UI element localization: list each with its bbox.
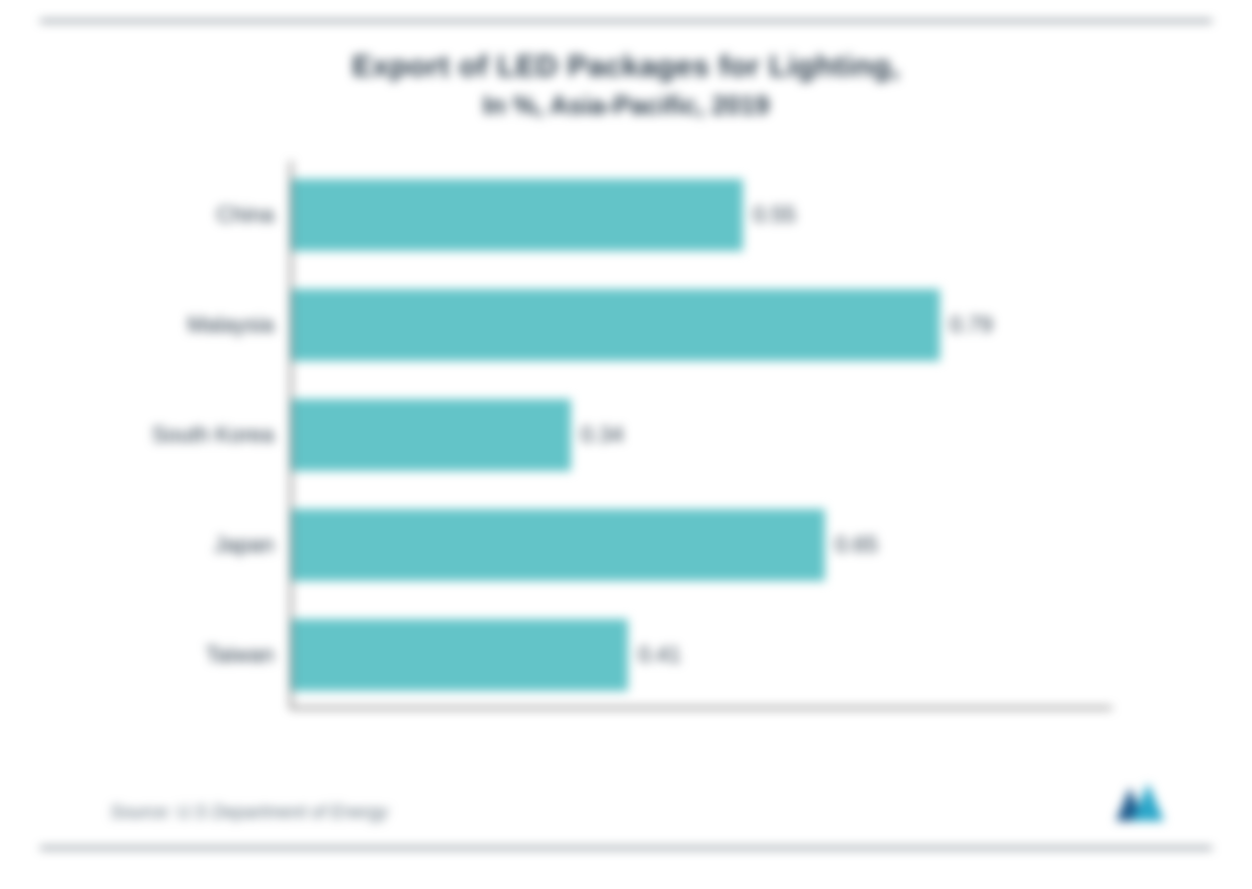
chart-title-block: Export of LED Packages for Lighting, In … — [80, 50, 1172, 121]
bar-row: Malaysia0.79 — [292, 289, 1112, 361]
brand-logo-icon — [1108, 781, 1168, 825]
bar — [292, 289, 940, 361]
chart-title-sub: In %, Asia-Pacific, 2019 — [80, 90, 1172, 121]
bar-value-label: 0.41 — [638, 642, 681, 668]
bar-category-label: South Korea — [92, 422, 292, 448]
bar-value-label: 0.34 — [581, 422, 624, 448]
chart-title-main: Export of LED Packages for Lighting, — [80, 50, 1172, 84]
chart-frame: Export of LED Packages for Lighting, In … — [40, 20, 1212, 849]
bar — [292, 179, 743, 251]
bar-category-label: China — [92, 202, 292, 228]
chart-source-text: Source: U.S Department of Energy — [110, 802, 388, 823]
bar-category-label: Taiwan — [92, 642, 292, 668]
bar — [292, 509, 825, 581]
bar-row: Japan0.65 — [292, 509, 1112, 581]
bar-value-label: 0.55 — [753, 202, 796, 228]
bar-category-label: Malaysia — [92, 312, 292, 338]
bar-row: China0.55 — [292, 179, 1112, 251]
bar-value-label: 0.79 — [950, 312, 993, 338]
bar-row: South Korea0.34 — [292, 399, 1112, 471]
bar-row: Taiwan0.41 — [292, 619, 1112, 691]
bar-value-label: 0.65 — [835, 532, 878, 558]
bar — [292, 399, 571, 471]
chart-plot-area: China0.55 Malaysia0.79 South Korea0.34 Japa… — [290, 161, 1112, 709]
bar — [292, 619, 628, 691]
bar-category-label: Japan — [92, 532, 292, 558]
